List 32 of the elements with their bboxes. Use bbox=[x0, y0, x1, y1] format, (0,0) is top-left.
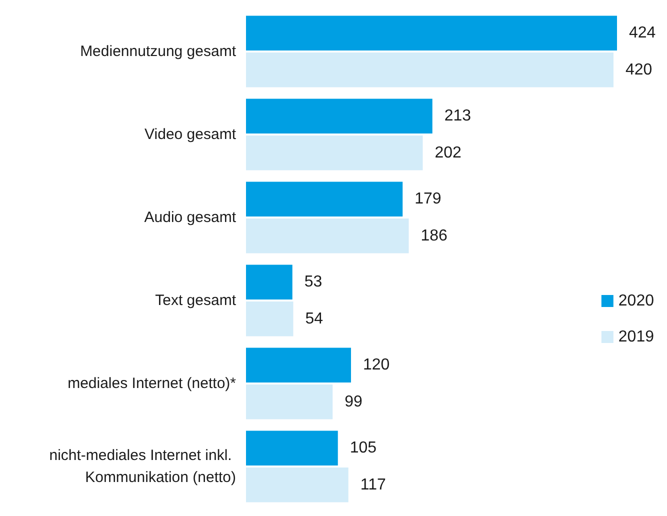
legend-label: 2019 bbox=[618, 328, 654, 346]
bar bbox=[246, 264, 292, 300]
data-label: 424 bbox=[629, 24, 656, 42]
bar bbox=[246, 182, 403, 216]
data-label: 54 bbox=[305, 310, 324, 328]
y-tick-label: nicht-mediales Internet inkl. Kommunikation (netto) bbox=[49, 447, 236, 486]
bar bbox=[246, 468, 348, 502]
data-label: 186 bbox=[420, 227, 448, 244]
data-label: 179 bbox=[414, 190, 442, 208]
legend-label: 2020 bbox=[618, 292, 654, 310]
bar bbox=[246, 52, 614, 88]
bar bbox=[246, 98, 432, 134]
y-tick-label: Mediennutzung gesamt bbox=[80, 43, 237, 60]
bar bbox=[246, 348, 351, 382]
y-tick-label: Text gesamt bbox=[155, 292, 237, 309]
y-tick-label: mediales Internet (netto)* bbox=[68, 375, 236, 392]
y-tick-label: Audio gesamt bbox=[144, 209, 237, 226]
data-label: 105 bbox=[350, 440, 377, 457]
bar bbox=[246, 302, 294, 336]
data-label: 117 bbox=[360, 476, 386, 494]
bar bbox=[246, 16, 617, 50]
bar bbox=[246, 430, 338, 466]
y-tick-label: Video gesamt bbox=[144, 126, 237, 143]
data-label: 420 bbox=[626, 61, 652, 78]
bar bbox=[246, 136, 423, 170]
data-label: 202 bbox=[434, 144, 462, 162]
data-label: 99 bbox=[344, 393, 363, 410]
bar bbox=[246, 384, 333, 420]
data-label: 213 bbox=[444, 108, 472, 125]
data-label: 120 bbox=[363, 356, 390, 374]
bar bbox=[246, 218, 409, 254]
data-label: 53 bbox=[304, 274, 322, 291]
